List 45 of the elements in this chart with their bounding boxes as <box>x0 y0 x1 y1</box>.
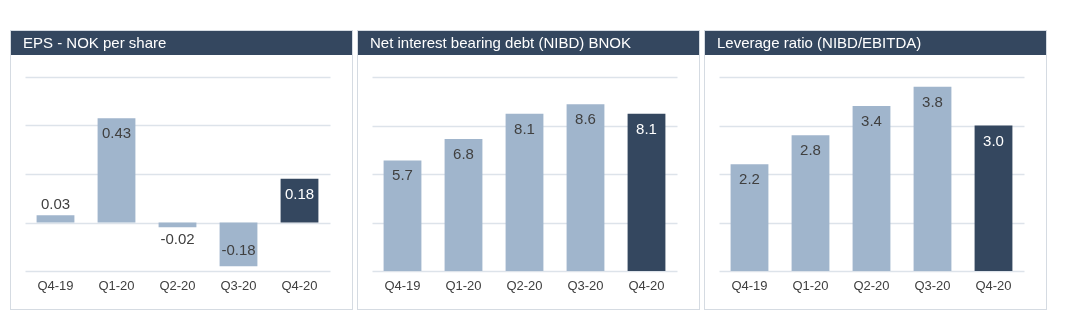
chart-title: EPS - NOK per share <box>11 31 352 55</box>
data-label: -0.02 <box>160 230 195 248</box>
x-tick-label: Q1-20 <box>98 277 135 293</box>
bar <box>852 106 891 271</box>
chart-title: Leverage ratio (NIBD/EBITDA) <box>705 31 1046 55</box>
bar <box>627 113 666 271</box>
data-label: 2.2 <box>739 170 760 188</box>
data-label: 8.1 <box>636 119 657 137</box>
bar <box>974 125 1013 271</box>
x-tick-label: Q3-20 <box>567 277 604 293</box>
x-tick-label: Q2-20 <box>159 277 196 293</box>
data-label: 5.7 <box>392 166 413 184</box>
data-label: 2.8 <box>800 141 821 159</box>
bar <box>444 139 483 271</box>
x-tick-label: Q3-20 <box>220 277 257 293</box>
bar <box>730 164 769 271</box>
bar <box>36 215 75 223</box>
bar <box>791 135 830 271</box>
x-tick-label: Q4-19 <box>384 277 421 293</box>
bar <box>97 118 136 223</box>
x-tick-label: Q4-20 <box>975 277 1012 293</box>
data-label: 8.1 <box>514 119 535 137</box>
data-label: 3.8 <box>922 92 943 110</box>
data-label: 3.4 <box>861 112 882 130</box>
data-label: 8.6 <box>575 110 596 128</box>
data-label: 6.8 <box>453 145 474 163</box>
bar <box>383 160 422 271</box>
data-label: 0.03 <box>40 195 71 213</box>
x-tick-label: Q2-20 <box>853 277 890 293</box>
chart-title: Net interest bearing debt (NIBD) BNOK <box>358 31 699 55</box>
bar <box>505 113 544 271</box>
data-label: 0.18 <box>284 184 315 202</box>
bar <box>566 104 605 271</box>
x-tick-label: Q4-20 <box>628 277 665 293</box>
x-tick-label: Q4-19 <box>731 277 768 293</box>
data-label: 0.43 <box>101 124 132 142</box>
bar <box>913 86 952 271</box>
data-label: 3.0 <box>983 131 1004 149</box>
x-tick-label: Q1-20 <box>792 277 829 293</box>
x-tick-label: Q4-19 <box>37 277 74 293</box>
x-tick-label: Q4-20 <box>281 277 318 293</box>
x-tick-label: Q1-20 <box>445 277 482 293</box>
x-tick-label: Q3-20 <box>914 277 951 293</box>
x-tick-label: Q2-20 <box>506 277 543 293</box>
data-label: -0.18 <box>221 241 256 259</box>
